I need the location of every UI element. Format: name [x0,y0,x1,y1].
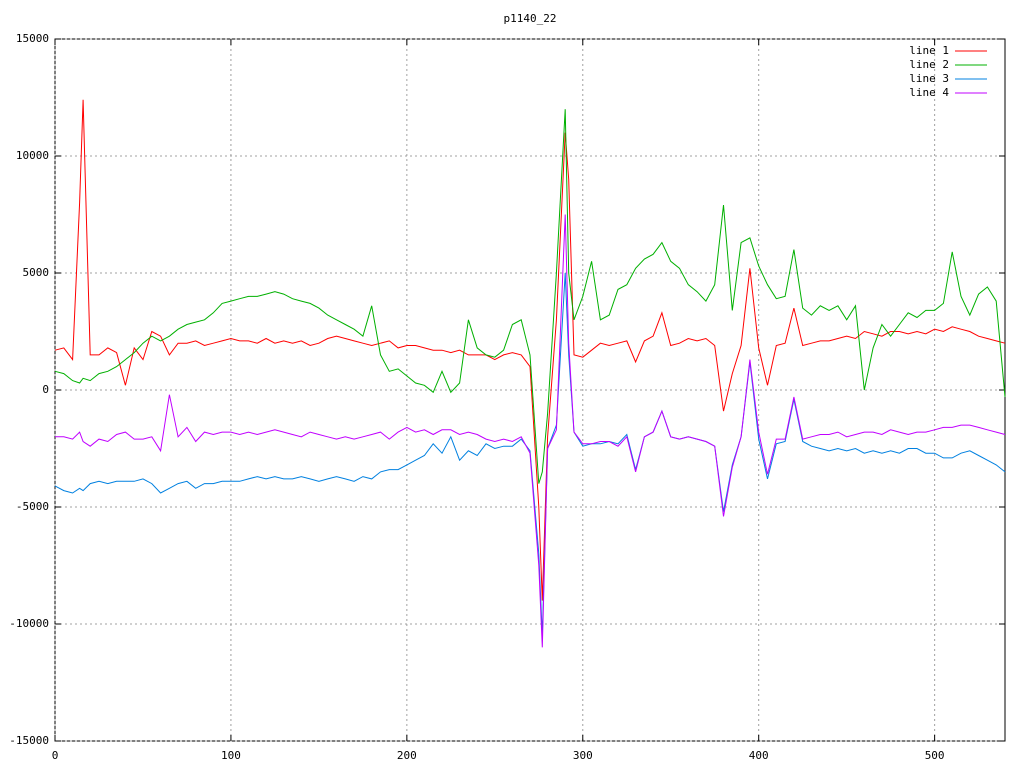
data-line [54,109,1006,484]
x-tick-label: 400 [749,749,769,762]
x-tick-label: 300 [573,749,593,762]
y-tick-label: 10000 [16,149,49,162]
x-tick-label: 200 [397,749,417,762]
legend-label: line 2 [909,58,949,71]
y-tick-label: -15000 [9,734,49,747]
legend-label: line 4 [909,86,949,99]
data-line [55,214,1006,648]
chart-title: p1140_22 [504,12,557,25]
y-tick-label: 15000 [16,32,49,45]
data-line [54,272,1006,636]
y-tick-label: -5000 [16,500,49,513]
y-tick-label: -10000 [9,617,49,630]
x-tick-label: 100 [221,749,241,762]
x-tick-label: 500 [925,749,945,762]
data-line [54,99,1006,601]
y-tick-label: 0 [42,383,49,396]
y-tick-label: 5000 [23,266,50,279]
x-tick-label: 0 [52,749,59,762]
legend-label: line 1 [909,44,949,57]
legend-label: line 3 [909,72,949,85]
